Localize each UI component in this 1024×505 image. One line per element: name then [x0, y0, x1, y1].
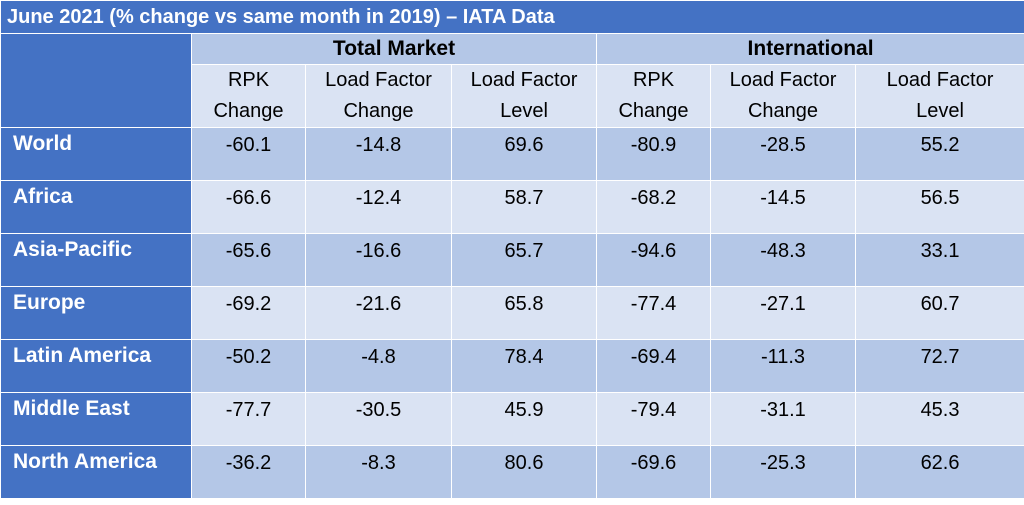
column-header-line: Level [916, 100, 964, 122]
data-cell: 33.1 [854, 233, 1024, 287]
data-cell: -12.4 [305, 180, 452, 234]
data-cell: -11.3 [710, 339, 856, 393]
data-cell: -48.3 [710, 233, 856, 287]
data-cell: -65.6 [191, 233, 306, 287]
table-row: North America -36.2 -8.3 80.6 -69.6 -25.3 62.6 [0, 445, 1024, 499]
row-label-region: Latin America [0, 339, 192, 393]
data-cell: -4.8 [305, 339, 452, 393]
data-cell: -16.6 [305, 233, 452, 287]
data-cell: 56.5 [854, 180, 1024, 234]
data-cell: 78.4 [451, 339, 597, 393]
column-header-line: Change [343, 100, 414, 122]
column-header-line: RPK [632, 69, 675, 91]
data-cell: -31.1 [710, 392, 856, 446]
column-header-line: Change [213, 100, 284, 122]
data-cell: 45.3 [854, 392, 1024, 446]
table-row: Middle East -77.7 -30.5 45.9 -79.4 -31.1 45.3 [0, 392, 1024, 446]
data-cell: -28.5 [710, 127, 856, 181]
column-header-0: RPK Change [191, 64, 306, 128]
column-header-1: Load Factor Change [305, 64, 452, 128]
data-cell: -66.6 [191, 180, 306, 234]
column-header-line: Load Factor [886, 69, 994, 91]
data-cell: -69.2 [191, 286, 306, 340]
row-label-region: Middle East [0, 392, 192, 446]
column-header-4: Load Factor Change [710, 64, 856, 128]
column-header-3: RPK Change [596, 64, 711, 128]
data-cell: -94.6 [596, 233, 711, 287]
table-title: June 2021 (% change vs same month in 201… [0, 0, 1024, 34]
row-label-region: North America [0, 445, 192, 499]
data-cell: 80.6 [451, 445, 597, 499]
row-label-region: Africa [0, 180, 192, 234]
column-header-line: Change [747, 100, 819, 122]
table-row: Latin America -50.2 -4.8 78.4 -69.4 -11.3 72.7 [0, 339, 1024, 393]
table-row: Asia-Pacific -65.6 -16.6 65.7 -94.6 -48.3 33.1 [0, 233, 1024, 287]
column-header-line: Level [500, 100, 548, 122]
corner-cell [0, 33, 192, 128]
data-cell: -79.4 [596, 392, 711, 446]
data-cell: 72.7 [854, 339, 1024, 393]
data-cell: -30.5 [305, 392, 452, 446]
data-cell: -77.4 [596, 286, 711, 340]
column-header-2: Load Factor Level [451, 64, 597, 128]
column-header-line: Load Factor [325, 69, 432, 91]
data-cell: -8.3 [305, 445, 452, 499]
data-cell: -25.3 [710, 445, 856, 499]
data-cell: -69.4 [596, 339, 711, 393]
data-cell: 69.6 [451, 127, 597, 181]
column-header-row: RPK Change Load Factor Change Load Factor Lev… [1, 64, 1024, 128]
table-row: World -60.1 -14.8 69.6 -80.9 -28.5 55.2 [0, 127, 1024, 181]
table-row: Europe -69.2 -21.6 65.8 -77.4 -27.1 60.7 [0, 286, 1024, 340]
column-header-line: Load Factor [470, 69, 578, 91]
data-cell: -21.6 [305, 286, 452, 340]
data-cell: -77.7 [191, 392, 306, 446]
data-cell: 45.9 [451, 392, 597, 446]
data-cell: 58.7 [451, 180, 597, 234]
data-cell: -14.8 [305, 127, 452, 181]
group-header-international: International [595, 33, 1024, 65]
column-header-5: Load Factor Level [854, 64, 1024, 128]
column-header-line: Load Factor [729, 69, 837, 91]
data-cell: -50.2 [191, 339, 306, 393]
column-header-line: Change [618, 100, 689, 122]
data-cell: 65.7 [451, 233, 597, 287]
row-label-region: Europe [0, 286, 192, 340]
data-cell: -80.9 [596, 127, 711, 181]
group-header-total-market: Total Market [191, 33, 597, 65]
column-header-line: RPK [227, 69, 270, 91]
data-cell: -60.1 [191, 127, 306, 181]
data-cell: -27.1 [710, 286, 856, 340]
data-cell: -14.5 [710, 180, 856, 234]
data-cell: 62.6 [854, 445, 1024, 499]
data-cell: 55.2 [854, 127, 1024, 181]
row-label-region: Asia-Pacific [0, 233, 192, 287]
data-cell: -36.2 [191, 445, 306, 499]
table-row: Africa -66.6 -12.4 58.7 -68.2 -14.5 56.5 [0, 180, 1024, 234]
data-cell: 65.8 [451, 286, 597, 340]
data-cell: -68.2 [596, 180, 711, 234]
data-cell: -69.6 [596, 445, 711, 499]
data-cell: 60.7 [854, 286, 1024, 340]
row-label-region: World [0, 127, 192, 181]
